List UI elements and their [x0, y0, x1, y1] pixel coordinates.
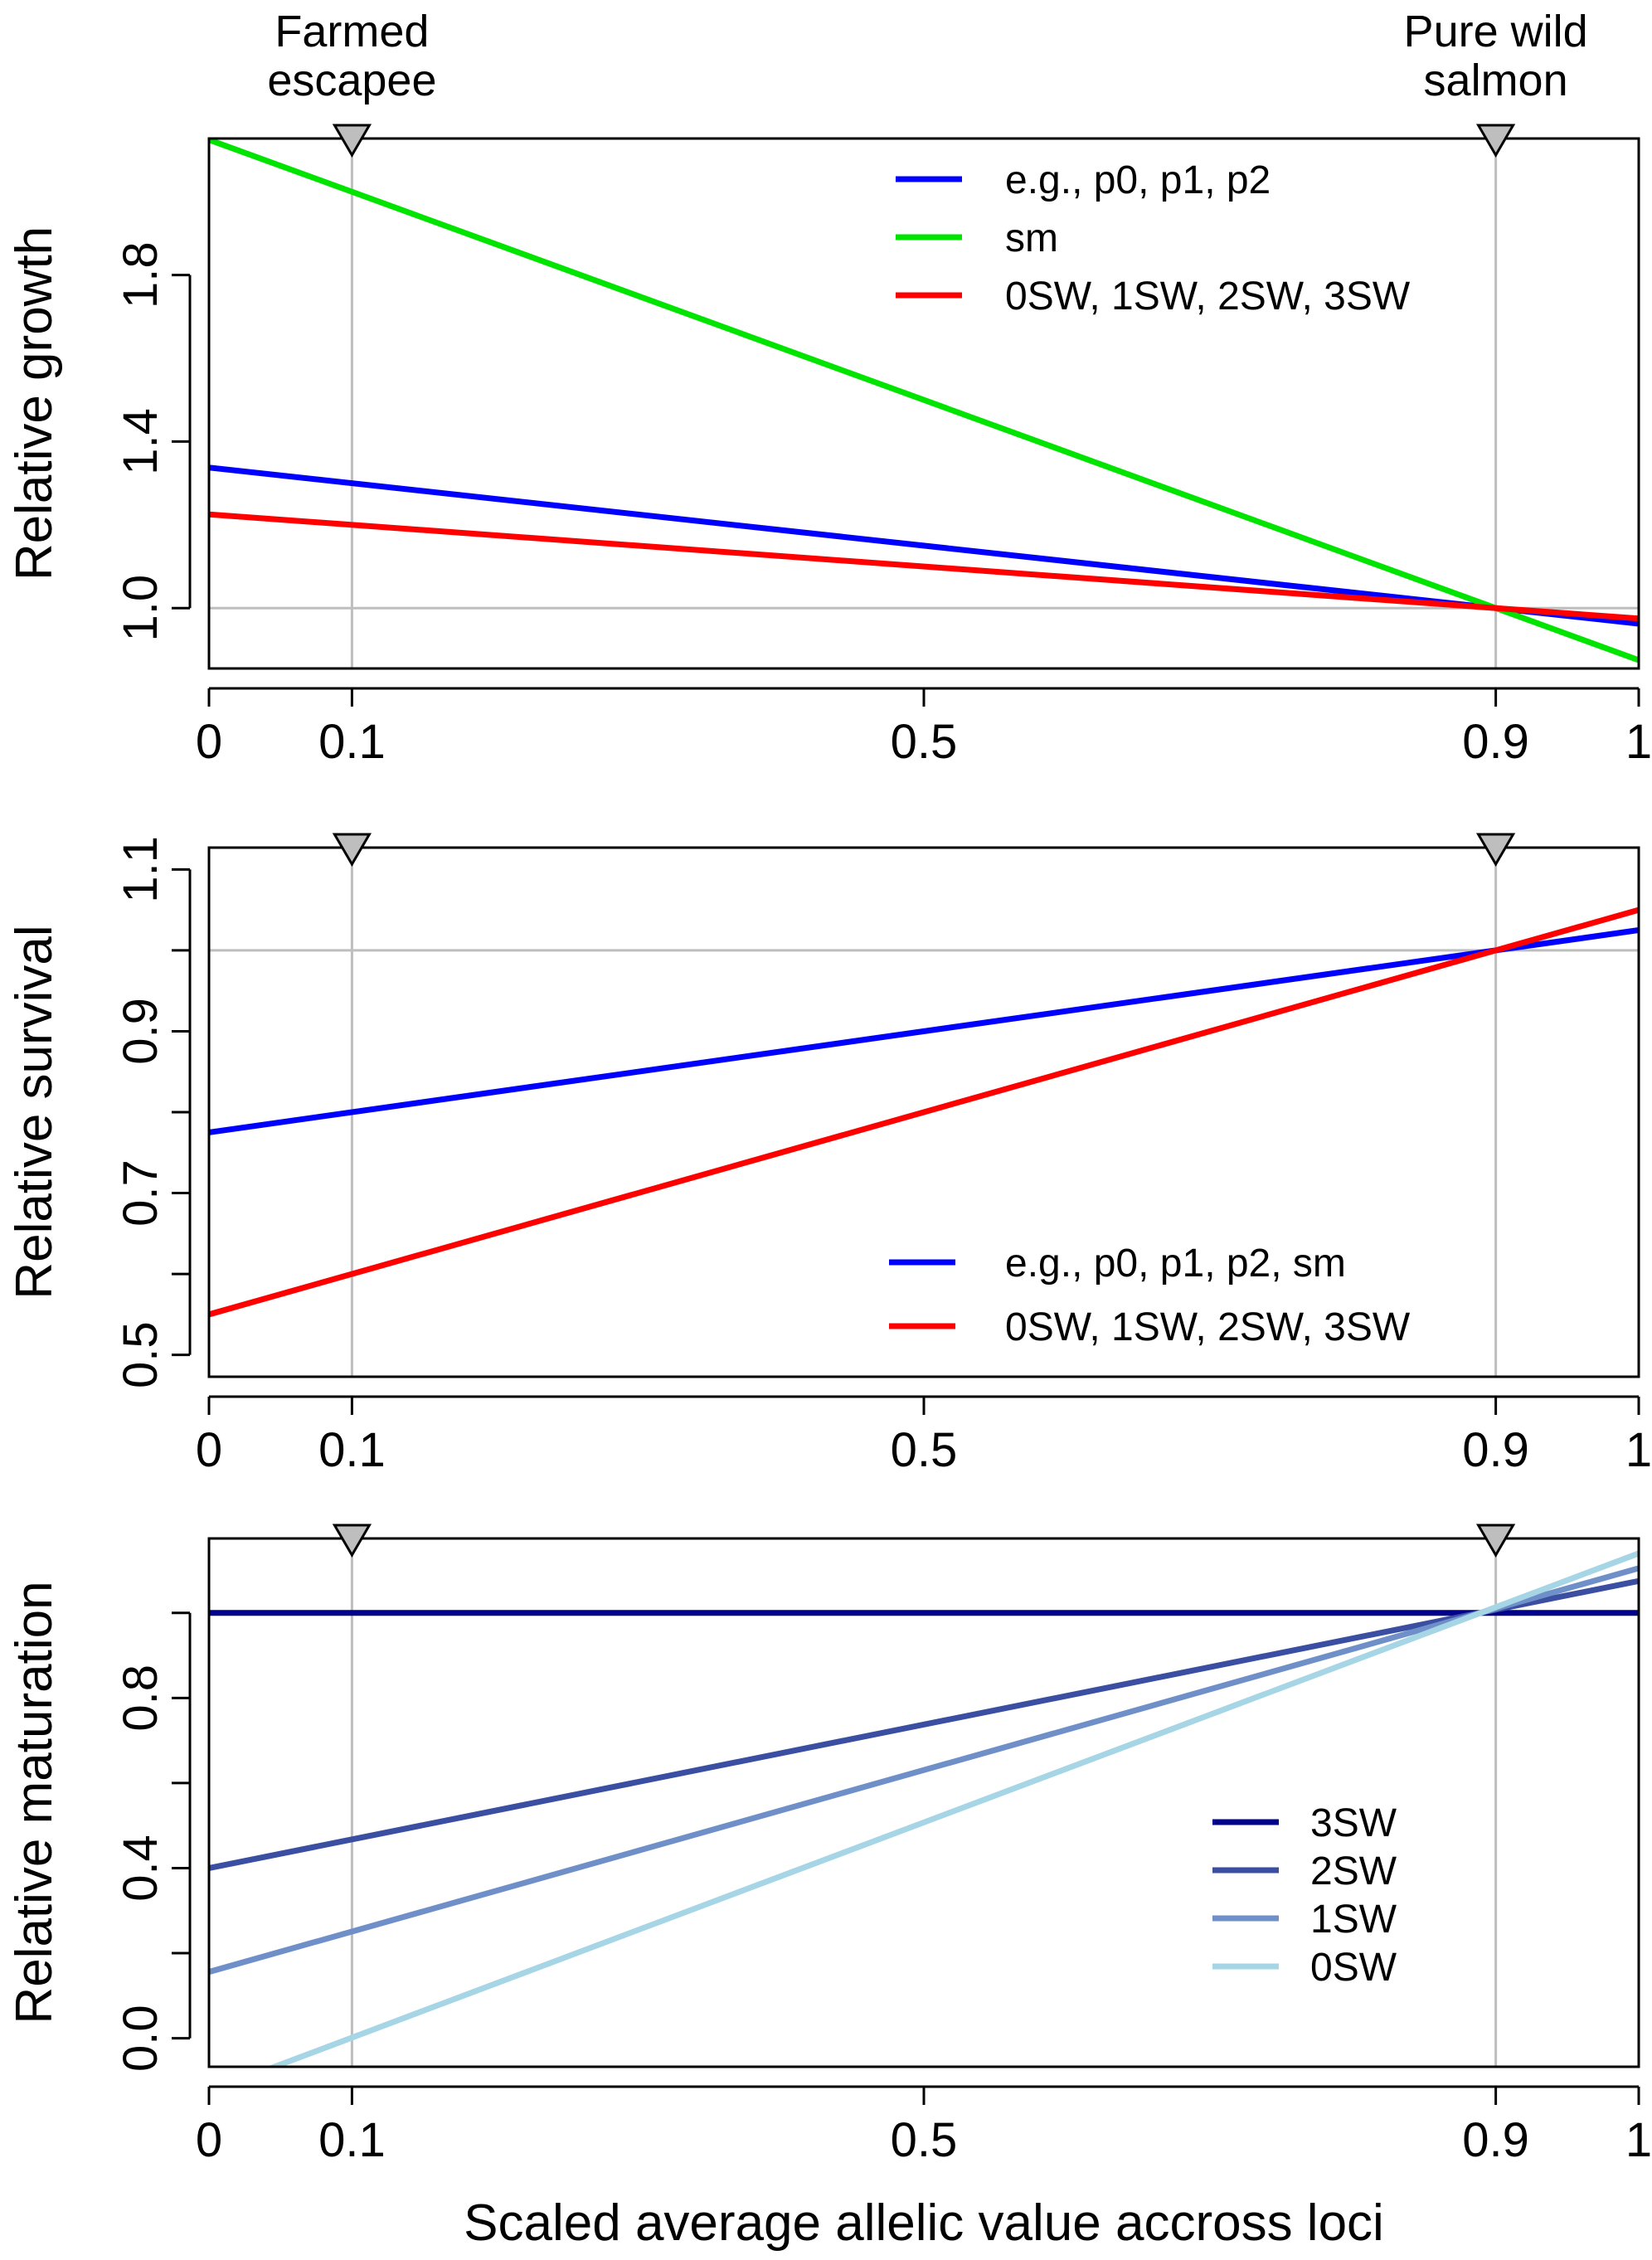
- marker-triangle-1: [332, 833, 372, 867]
- y-tick-label: 0.4: [114, 1835, 168, 1902]
- marker-label-escapee: escapee: [267, 56, 436, 105]
- panel-3: 0 0.1 0.5 0.9 1 0.0 0.4 0.8 Relative maturation 3…: [6, 1524, 1652, 2167]
- y-axis-title: Relative maturation: [6, 1581, 63, 2024]
- plot-area: [209, 1538, 1639, 2067]
- series-line-2: [209, 906, 1639, 1318]
- panel-2: 0 0.1 0.5 0.9 1 0.5 0.7 0.9 1.1 Relative survival…: [6, 833, 1652, 1477]
- x-tick-label: 0.1: [318, 715, 386, 769]
- x-tick-label: 0.5: [891, 2113, 958, 2167]
- x-axis-title: Scaled average allelic value accross loc…: [464, 2194, 1384, 2252]
- legend-label: 1SW: [1310, 1898, 1397, 1942]
- plot-area: [209, 848, 1639, 1377]
- legend-label: e.g., p0, p1, p2, sm: [1005, 1242, 1346, 1286]
- y-tick-label: 0.9: [114, 998, 168, 1065]
- series-line-4: [266, 1550, 1639, 2067]
- x-tick-label: 0.5: [891, 1423, 958, 1477]
- x-tick-label: 0.1: [318, 2113, 386, 2167]
- plot-frame: [207, 846, 1640, 1378]
- x-tick-label: 1: [1625, 715, 1652, 769]
- plot-frame: [207, 137, 1640, 670]
- legend-label: 0SW, 1SW, 2SW, 3SW: [1005, 1305, 1411, 1349]
- plot-frame: [207, 1537, 1640, 2068]
- panel-1: 0 0.1 0.5 0.9 1 1.0 1.4 1.8 Relative growth e.g.,…: [6, 124, 1652, 769]
- x-tick-label: 0: [196, 715, 222, 769]
- legend-label: 0SW: [1310, 1946, 1397, 1990]
- series-line-1: [209, 464, 1639, 627]
- marker-triangle-2: [1475, 124, 1516, 158]
- y-axis-title: Relative survival: [6, 925, 63, 1299]
- legend-label: e.g., p0, p1, p2: [1005, 158, 1271, 202]
- y-axis-title: Relative growth: [6, 226, 63, 581]
- legend-label: 2SW: [1310, 1849, 1397, 1893]
- series-line-3: [209, 511, 1639, 622]
- series-line-2: [209, 1577, 1639, 1871]
- y-tick-label: 0.7: [114, 1159, 168, 1227]
- y-tick-label: 0.0: [114, 2005, 168, 2072]
- marker-triangle-2: [1475, 833, 1516, 867]
- series-line-1: [209, 927, 1639, 1135]
- x-tick-label: 0: [196, 2113, 222, 2167]
- panels: 0 0.1 0.5 0.9 1 1.0 1.4 1.8 Relative growth e.g.,…: [6, 124, 1652, 2167]
- legend-label: 0SW, 1SW, 2SW, 3SW: [1005, 275, 1411, 318]
- y-tick-label: 1.1: [114, 836, 168, 903]
- legend-label: sm: [1005, 216, 1058, 260]
- x-tick-label: 0.1: [318, 1423, 386, 1477]
- series-line-2: [209, 139, 1639, 663]
- marker-label-pure-wild: Pure wild: [1404, 7, 1588, 56]
- series-line-3: [209, 1565, 1639, 1975]
- y-tick-label: 1.0: [114, 575, 168, 642]
- legend: e.g., p0, p1, p2, sm 0SW, 1SW, 2SW, 3SW: [889, 1242, 1411, 1349]
- marker-triangle-2: [1475, 1524, 1516, 1558]
- y-tick-label: 1.4: [114, 408, 168, 475]
- x-tick-label: 1: [1625, 2113, 1652, 2167]
- x-tick-label: 1: [1625, 1423, 1652, 1477]
- x-tick-label: 0.9: [1462, 2113, 1529, 2167]
- marker-triangle-1: [332, 124, 372, 158]
- y-tick-label: 1.8: [114, 241, 168, 309]
- x-tick-label: 0.9: [1462, 1423, 1529, 1477]
- marker-label-farmed: Farmed: [275, 7, 429, 56]
- x-tick-label: 0.5: [891, 715, 958, 769]
- x-tick-label: 0: [196, 1423, 222, 1477]
- plot-area: [209, 139, 1639, 668]
- legend-label: 3SW: [1310, 1801, 1397, 1845]
- marker-label-salmon: salmon: [1424, 56, 1568, 105]
- marker-triangle-1: [332, 1524, 372, 1558]
- legend: e.g., p0, p1, p2 sm 0SW, 1SW, 2SW, 3SW: [896, 158, 1411, 318]
- y-tick-label: 0.5: [114, 1321, 168, 1388]
- y-tick-label: 0.8: [114, 1665, 168, 1732]
- x-tick-label: 0.9: [1462, 715, 1529, 769]
